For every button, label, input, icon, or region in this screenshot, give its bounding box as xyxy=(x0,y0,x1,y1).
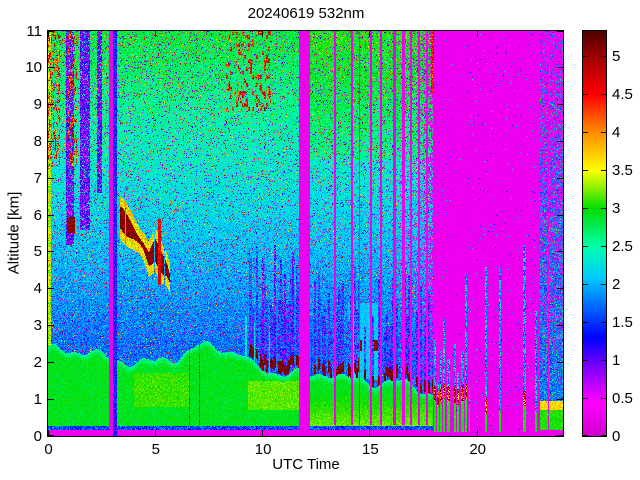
y-tick-label: 0 xyxy=(33,427,42,445)
x-tick-mark xyxy=(262,31,264,37)
y-tick-mark xyxy=(48,325,54,327)
x-tick-mark xyxy=(369,430,371,436)
y-tick-mark xyxy=(48,435,54,436)
y-tick-mark xyxy=(557,104,563,106)
colorbar-tick-mark xyxy=(601,359,606,361)
y-tick-mark xyxy=(48,398,54,400)
x-tick-mark xyxy=(47,31,49,37)
colorbar-tick-mark xyxy=(583,245,588,247)
y-tick-label: 1 xyxy=(33,390,42,408)
y-tick-label: 10 xyxy=(25,59,42,77)
colorbar-tick-mark xyxy=(601,245,606,247)
y-tick-mark xyxy=(557,214,563,216)
colorbar-tick-mark xyxy=(583,169,588,171)
y-tick-mark xyxy=(557,398,563,400)
heatmap-canvas xyxy=(48,31,563,436)
x-tick-mark xyxy=(369,31,371,37)
colorbar-tick-mark xyxy=(601,93,606,95)
colorbar-tick-mark xyxy=(583,359,588,361)
y-axis-label: Altitude [km] xyxy=(5,191,23,275)
colorbar-tick-label: 1.5 xyxy=(612,313,633,331)
y-tick-mark xyxy=(48,214,54,216)
y-tick-label: 8 xyxy=(33,132,42,150)
x-tick-mark xyxy=(47,430,49,436)
colorbar-tick-mark xyxy=(583,321,588,323)
y-tick-mark xyxy=(48,361,54,363)
x-tick-label: 5 xyxy=(151,441,160,458)
y-tick-mark xyxy=(48,67,54,69)
colorbar-tick-mark xyxy=(583,131,588,133)
colorbar-tick-mark xyxy=(601,207,606,209)
colorbar-tick-mark xyxy=(583,93,588,95)
x-tick-mark xyxy=(154,430,156,436)
y-tick-mark xyxy=(48,31,54,32)
colorbar-tick-mark xyxy=(583,397,588,399)
x-axis-label: UTC Time xyxy=(272,456,340,473)
y-tick-mark xyxy=(557,325,563,327)
colorbar-tick-mark xyxy=(583,207,588,209)
colorbar-tick-mark xyxy=(601,55,606,57)
colorbar-tick-label: 2.5 xyxy=(612,237,633,255)
x-tick-label: 0 xyxy=(44,441,53,458)
colorbar-tick-mark xyxy=(583,55,588,57)
y-tick-mark xyxy=(557,31,563,32)
y-tick-mark xyxy=(557,140,563,142)
x-tick-mark xyxy=(154,31,156,37)
y-tick-label: 7 xyxy=(33,169,42,187)
y-tick-mark xyxy=(48,140,54,142)
plot-area xyxy=(47,30,564,437)
y-tick-label: 6 xyxy=(33,206,42,224)
colorbar-tick-label: 2 xyxy=(612,275,621,293)
colorbar-tick-label: 4 xyxy=(612,123,621,141)
y-tick-mark xyxy=(557,288,563,290)
colorbar-tick-label: 3 xyxy=(612,199,621,217)
y-tick-mark xyxy=(48,288,54,290)
y-tick-label: 11 xyxy=(26,22,42,40)
colorbar-tick-label: 5 xyxy=(612,47,621,65)
colorbar-tick-mark xyxy=(583,283,588,285)
y-tick-label: 5 xyxy=(33,243,42,261)
y-tick-mark xyxy=(557,251,563,253)
colorbar-tick-mark xyxy=(601,435,606,436)
x-tick-mark xyxy=(476,31,478,37)
y-tick-label: 4 xyxy=(33,280,42,298)
colorbar-tick-mark xyxy=(601,131,606,133)
colorbar-tick-label: 0 xyxy=(612,427,621,445)
y-tick-mark xyxy=(48,104,54,106)
colorbar-tick-label: 1 xyxy=(612,351,621,369)
x-tick-mark xyxy=(476,430,478,436)
x-tick-label: 20 xyxy=(469,441,486,458)
x-tick-mark xyxy=(262,430,264,436)
y-tick-mark xyxy=(557,435,563,436)
colorbar-tick-label: 3.5 xyxy=(612,161,633,179)
y-tick-mark xyxy=(557,177,563,179)
y-tick-mark xyxy=(48,251,54,253)
x-tick-label: 10 xyxy=(254,441,272,458)
y-tick-mark xyxy=(557,67,563,69)
y-tick-label: 2 xyxy=(33,353,42,371)
colorbar-tick-mark xyxy=(601,283,606,285)
colorbar-tick-mark xyxy=(583,435,588,436)
y-tick-mark xyxy=(48,177,54,179)
y-tick-label: 9 xyxy=(33,96,42,114)
y-tick-label: 3 xyxy=(33,317,42,335)
x-tick-label: 15 xyxy=(362,441,379,458)
colorbar-tick-label: 0.5 xyxy=(612,389,633,407)
colorbar-tick-mark xyxy=(601,169,606,171)
colorbar-gradient xyxy=(583,31,606,436)
colorbar-tick-mark xyxy=(601,397,606,399)
colorbar-tick-mark xyxy=(601,321,606,323)
colorbar-tick-label: 4.5 xyxy=(612,85,633,103)
y-tick-mark xyxy=(557,361,563,363)
chart-title: 20240619 532nm xyxy=(247,5,365,22)
colorbar xyxy=(582,30,607,437)
